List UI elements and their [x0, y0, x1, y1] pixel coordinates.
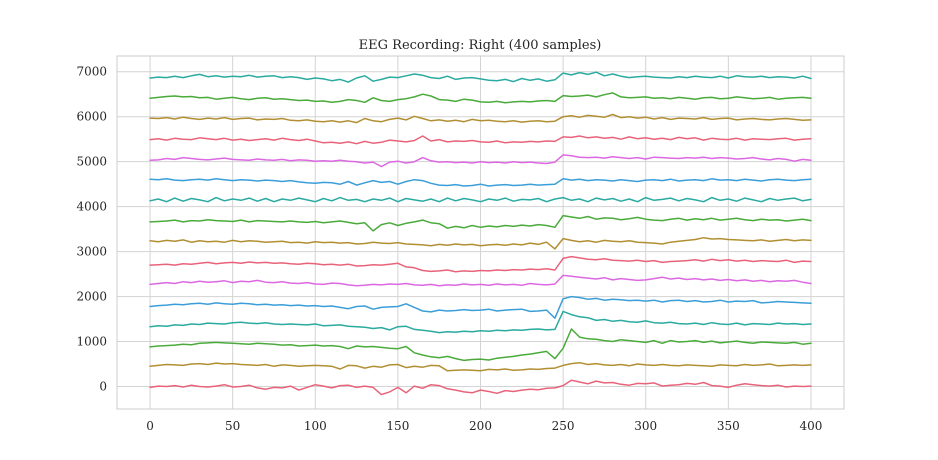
eeg-channel-line-3 — [149, 328, 812, 362]
eeg-channel-line-6 — [149, 274, 812, 287]
y-tick-label: 0 — [99, 380, 107, 394]
eeg-channel-line-12 — [149, 154, 812, 168]
eeg-channel-line-10 — [149, 196, 812, 203]
plot-area: 0 50 100 150 200 250 300 350 4000100020003000400… — [76, 55, 845, 433]
y-tick-label: 7000 — [76, 65, 107, 79]
eeg-channel-line-7 — [149, 255, 812, 273]
x-tick-label: 400 — [800, 419, 823, 433]
eeg-channel-line-5 — [149, 295, 812, 319]
eeg-channel-line-9 — [149, 214, 812, 232]
x-tick-label: 300 — [634, 419, 657, 433]
eeg-channel-line-2 — [149, 361, 812, 372]
y-tick-label: 1000 — [76, 335, 107, 349]
x-tick-label: 250 — [552, 419, 575, 433]
y-tick-label: 6000 — [76, 110, 107, 124]
eeg-channel-line-4 — [149, 310, 812, 334]
eeg-channel-line-1 — [149, 379, 812, 396]
x-tick-label: 50 — [225, 419, 240, 433]
y-tick-label: 3000 — [76, 245, 107, 259]
eeg-channel-line-8 — [149, 236, 812, 250]
x-tick-label: 200 — [469, 419, 492, 433]
y-tick-label: 4000 — [76, 200, 107, 214]
eeg-channel-line-15 — [149, 92, 812, 104]
x-tick-label: 0 — [146, 419, 154, 433]
eeg-channel-line-16 — [149, 71, 812, 83]
x-tick-label: 350 — [717, 419, 740, 433]
x-tick-label: 150 — [386, 419, 409, 433]
eeg-channel-line-13 — [149, 135, 812, 145]
y-tick-label: 5000 — [76, 155, 107, 169]
plot-frame — [116, 55, 845, 410]
eeg-channel-line-11 — [149, 178, 812, 187]
x-tick-label: 100 — [304, 419, 327, 433]
chart-title: EEG Recording: Right (400 samples) — [359, 38, 602, 53]
y-tick-label: 2000 — [76, 290, 107, 304]
eeg-channel-line-14 — [149, 113, 812, 124]
